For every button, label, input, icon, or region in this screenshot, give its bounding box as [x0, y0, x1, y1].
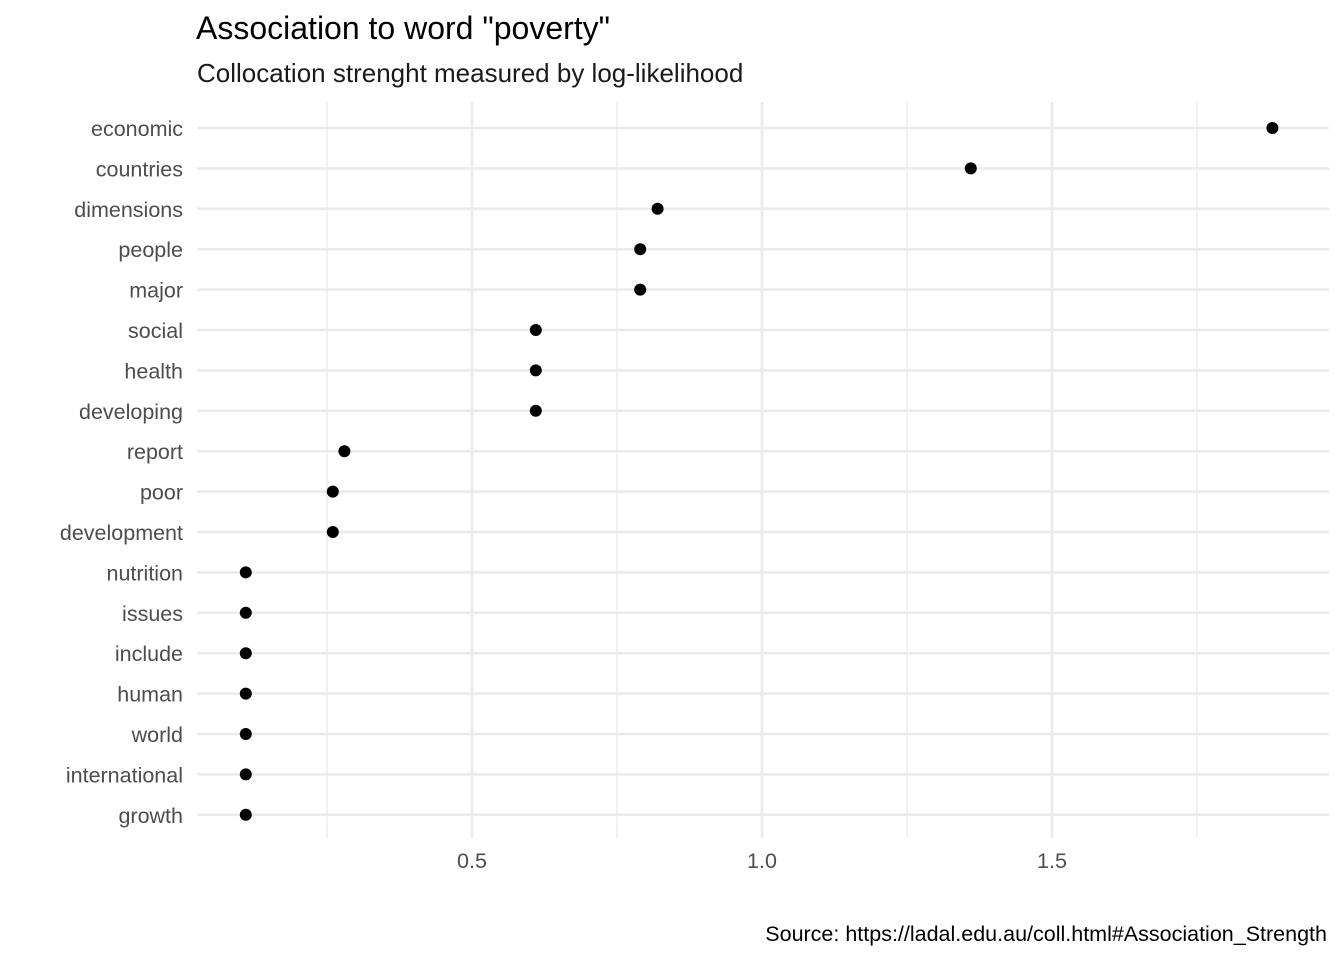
y-tick-label-development: development: [60, 521, 183, 545]
plot-area: 0.5 1.0 1.5 economic countries dimensions peop…: [60, 102, 1329, 873]
data-point-poor: [326, 485, 339, 498]
data-point-human: [239, 687, 252, 700]
data-point-developing: [529, 404, 542, 417]
chart-subtitle: Collocation strenght measured by log-lik…: [197, 58, 743, 88]
data-point-issues: [239, 606, 252, 619]
y-tick-label-countries: countries: [96, 157, 183, 181]
data-point-nutrition: [239, 566, 252, 579]
y-tick-label-major: major: [129, 279, 183, 303]
y-tick-label-nutrition: nutrition: [107, 561, 184, 585]
y-tick-label-economic: economic: [91, 117, 183, 141]
data-point-international: [239, 768, 252, 781]
data-point-major: [634, 283, 647, 296]
chart-caption: Source: https://ladal.edu.au/coll.html#A…: [765, 922, 1327, 946]
y-tick-label-include: include: [115, 642, 183, 666]
y-tick-label-international: international: [66, 763, 183, 787]
y-tick-label-developing: developing: [79, 400, 183, 424]
y-tick-label-people: people: [118, 238, 183, 262]
data-point-countries: [964, 162, 977, 175]
y-tick-label-dimensions: dimensions: [74, 198, 183, 222]
data-point-growth: [239, 808, 252, 821]
y-tick-label-world: world: [131, 723, 183, 747]
x-tick-label: 0.5: [457, 849, 487, 873]
y-tick-label-issues: issues: [122, 602, 183, 626]
data-point-world: [239, 728, 252, 740]
y-tick-label-social: social: [128, 319, 183, 343]
y-tick-label-human: human: [117, 683, 183, 707]
data-point-social: [529, 324, 542, 336]
data-point-report: [338, 445, 351, 458]
x-tick-label: 1.5: [1037, 849, 1067, 873]
y-tick-label-poor: poor: [140, 481, 183, 505]
chart-title: Association to word "poverty": [196, 10, 610, 46]
x-tick-label: 1.0: [747, 849, 777, 873]
data-point-dimensions: [651, 202, 664, 215]
data-point-development: [326, 526, 339, 538]
y-tick-label-growth: growth: [118, 804, 183, 828]
data-point-economic: [1266, 122, 1279, 134]
data-point-health: [529, 364, 542, 377]
data-point-include: [239, 647, 252, 660]
y-tick-label-report: report: [127, 440, 183, 464]
data-point-people: [634, 243, 647, 256]
y-tick-label-health: health: [124, 359, 183, 383]
